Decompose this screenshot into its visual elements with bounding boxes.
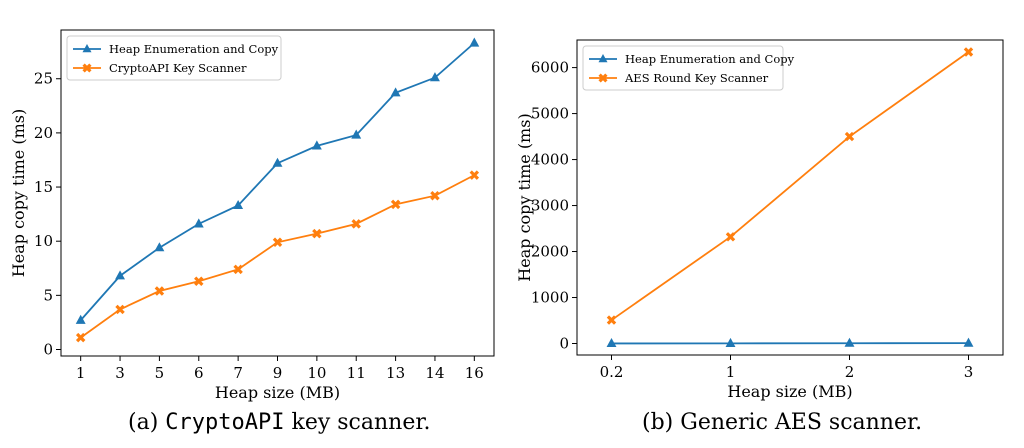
x-tick-label: 7 bbox=[233, 364, 243, 382]
data-point bbox=[233, 199, 244, 210]
series-line-1 bbox=[80, 42, 475, 321]
data-point bbox=[115, 304, 125, 315]
y-tick-label: 10 bbox=[34, 232, 53, 250]
data-point bbox=[963, 47, 974, 57]
caption-a-mono: CryptoAPI bbox=[165, 410, 285, 435]
x-tick-label: 3 bbox=[964, 363, 974, 381]
series-line-2 bbox=[80, 174, 475, 339]
data-point bbox=[154, 242, 165, 252]
x-tick-label: 11 bbox=[347, 364, 366, 382]
legend-swatch-marker bbox=[598, 54, 608, 63]
y-tick-label: 4000 bbox=[531, 151, 569, 169]
y-axis-label: Heap copy time (ms) bbox=[9, 109, 28, 277]
legend-label: Heap Enumeration and Copy bbox=[109, 42, 279, 56]
data-point bbox=[193, 218, 204, 228]
legend-swatch-marker bbox=[598, 73, 608, 83]
data-point bbox=[154, 286, 165, 296]
data-point bbox=[725, 337, 736, 347]
data-point bbox=[351, 129, 362, 139]
series-line-2 bbox=[610, 51, 970, 321]
x-tick-label: 16 bbox=[465, 364, 484, 382]
x-tick-label: 9 bbox=[273, 364, 283, 382]
y-tick-label: 2000 bbox=[531, 243, 569, 261]
y-tick-label: 1000 bbox=[531, 289, 569, 307]
data-point bbox=[469, 170, 480, 180]
y-tick-label: 6000 bbox=[531, 59, 569, 77]
data-point bbox=[844, 131, 855, 142]
x-tick-label: 10 bbox=[307, 364, 326, 382]
y-tick-label: 25 bbox=[34, 70, 53, 88]
data-point bbox=[194, 276, 204, 287]
x-tick-label: 0.2 bbox=[600, 363, 624, 381]
plot-frame bbox=[576, 39, 1004, 356]
x-axis-label: Heap size (MB) bbox=[727, 382, 852, 401]
y-tick-label: 0 bbox=[43, 341, 53, 359]
y-tick-label: 5000 bbox=[531, 105, 569, 123]
caption-a-suffix: key scanner. bbox=[284, 410, 431, 435]
data-point bbox=[351, 219, 361, 229]
y-tick-label: 0 bbox=[559, 335, 569, 353]
x-tick-label: 13 bbox=[386, 364, 405, 382]
x-tick-label: 2 bbox=[845, 363, 855, 381]
legend-label: Heap Enumeration and Copy bbox=[625, 52, 795, 66]
data-point bbox=[469, 37, 480, 47]
data-point bbox=[75, 314, 86, 324]
y-tick-label: 5 bbox=[43, 286, 53, 304]
data-point bbox=[311, 140, 322, 150]
legend-box bbox=[66, 35, 282, 81]
legend-box bbox=[582, 45, 784, 91]
y-tick-label: 20 bbox=[34, 124, 53, 142]
data-point bbox=[606, 315, 617, 325]
caption-b-text: (b) Generic AES scanner. bbox=[642, 410, 923, 435]
x-tick-label: 14 bbox=[425, 364, 444, 382]
x-tick-label: 3 bbox=[115, 364, 125, 382]
data-point bbox=[430, 72, 440, 82]
y-tick-label: 15 bbox=[34, 178, 53, 196]
data-point bbox=[233, 264, 243, 275]
legend-swatch-marker bbox=[82, 63, 92, 73]
legend-label: AES Round Key Scanner bbox=[624, 71, 769, 85]
caption-a: (a) CryptoAPI key scanner. bbox=[128, 410, 430, 435]
x-tick-label: 1 bbox=[76, 364, 86, 382]
data-point bbox=[844, 337, 855, 347]
data-point bbox=[115, 270, 125, 280]
legend-swatch-marker bbox=[82, 44, 92, 53]
caption-a-prefix: (a) bbox=[128, 410, 166, 435]
data-point bbox=[272, 157, 283, 167]
chart-b: 0 1000 2000 3000 4000 5000 6000 0.2 1 2 3 Heap size… bbox=[515, 39, 1004, 401]
data-point bbox=[390, 87, 401, 97]
data-point bbox=[75, 332, 86, 343]
data-point bbox=[963, 337, 974, 347]
y-tick-label: 3000 bbox=[531, 197, 569, 215]
data-point bbox=[725, 232, 736, 242]
caption-b: (b) Generic AES scanner. bbox=[642, 410, 922, 435]
y-axis-label: Heap copy time (ms) bbox=[515, 113, 534, 281]
data-point bbox=[390, 199, 401, 210]
x-tick-label: 6 bbox=[194, 364, 204, 382]
data-point bbox=[606, 337, 617, 348]
x-axis-label: Heap size (MB) bbox=[215, 383, 340, 402]
x-tick-label: 1 bbox=[726, 363, 736, 381]
legend-label: CryptoAPI Key Scanner bbox=[109, 61, 247, 75]
data-point bbox=[312, 228, 322, 239]
data-point bbox=[430, 190, 440, 201]
x-tick-label: 5 bbox=[155, 364, 165, 382]
data-point bbox=[272, 237, 283, 248]
